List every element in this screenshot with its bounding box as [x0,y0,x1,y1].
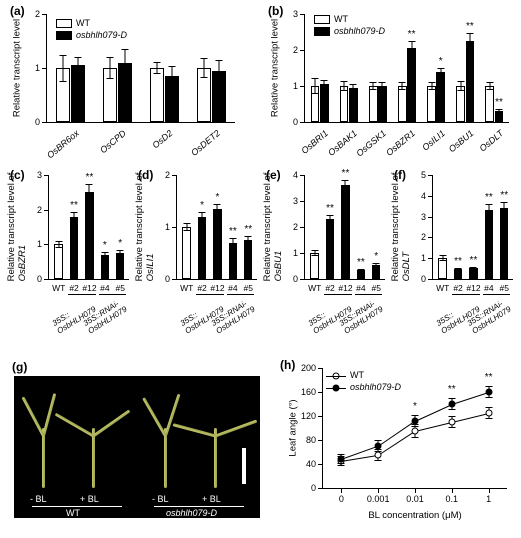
panel-h: (h)Leaf angle (°)0408012016020000.0010.0… [282,362,512,526]
bar [398,86,407,122]
bar [369,86,378,122]
bar [427,86,436,122]
panel-c: (c)Relative transcript level ofOsBZR1012… [12,172,134,328]
bar [485,86,494,122]
panel-a: (a)Relative transcript level012OsBR6oxOs… [12,8,240,156]
panel-e: (e)Relative transcript level ofOsBU10123… [268,172,390,328]
bar [466,41,475,122]
panel-b: (b)Relative transcript level0123OsBRI1Os… [270,8,514,156]
bar [436,72,445,122]
bar [349,88,358,122]
panel-g: (g)- BL+ BL- BL+ BLWTosbhlh079-D [14,376,260,518]
panel-f: (f)Relative transcript level ofOsDLT0123… [396,172,518,328]
bar [150,68,164,122]
bar [320,84,329,122]
legend: WTosbhlh079-D [56,18,127,42]
bar [407,48,416,122]
bar [378,86,387,122]
panel-d: (d)Relative transcript level ofOsILI1012… [140,172,262,328]
legend: WTosbhlh079-D [314,14,385,38]
bar [71,65,85,122]
